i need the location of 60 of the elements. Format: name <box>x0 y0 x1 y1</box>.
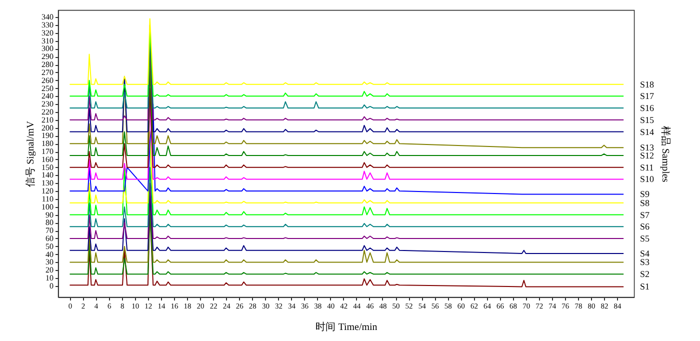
series-label: S6 <box>640 222 650 232</box>
series-label: S1 <box>640 282 650 292</box>
y-tick-label: 0 <box>50 281 54 290</box>
y-tick-label: 200 <box>42 123 54 132</box>
y-tick-label: 290 <box>42 52 54 62</box>
y-tick-label: 30 <box>46 258 54 267</box>
y-tick-label: 150 <box>42 162 54 172</box>
y-tick-label: 10 <box>46 274 54 283</box>
series-label: S5 <box>640 233 650 244</box>
y-tick-label: 40 <box>46 250 54 259</box>
series-label: S15 <box>640 114 655 125</box>
y-tick-label: 300 <box>42 44 54 54</box>
y-tick-label: 80 <box>46 218 54 228</box>
y-tick-label: 140 <box>42 170 54 180</box>
series-label: S13 <box>640 142 655 153</box>
y-tick-label: 20 <box>46 266 54 275</box>
y-tick-label: 60 <box>46 234 54 243</box>
y-tick-label: 330 <box>42 20 54 30</box>
series-label: S8 <box>640 198 650 208</box>
y-tick-label: 170 <box>42 147 54 156</box>
y-tick-label: 180 <box>42 139 54 148</box>
y-tick-label: 260 <box>42 76 54 85</box>
y-tick-label: 270 <box>42 68 54 77</box>
y-tick-label: 310 <box>42 36 54 46</box>
series-label: S17 <box>640 91 655 102</box>
series-label: S14 <box>640 126 655 137</box>
series-label: S2 <box>640 269 650 280</box>
series-label: S4 <box>640 248 650 259</box>
y-tick-label: 50 <box>46 242 54 251</box>
line-series <box>69 18 624 85</box>
series-label: S7 <box>640 210 650 220</box>
y-tick-label: 340 <box>42 12 54 22</box>
series-label: S16 <box>640 103 655 114</box>
y-tick-label: 250 <box>42 84 54 93</box>
y-tick-label: 320 <box>42 28 54 38</box>
y-tick-label: 90 <box>46 210 54 220</box>
series-label: S3 <box>640 257 650 268</box>
x-axis-title: 时间 Time/min <box>316 321 378 333</box>
y-tick-label: 210 <box>42 115 54 124</box>
series-label: S11 <box>640 162 654 172</box>
y-axis-title: 信号 Signal/mV <box>24 120 36 187</box>
series-label: S12 <box>640 150 654 160</box>
y2-axis-title: 样品 Samples <box>660 126 672 182</box>
line-series <box>69 182 624 239</box>
y-tick-label: 130 <box>42 178 54 188</box>
y-tick-label: 190 <box>42 131 54 140</box>
y-tick-label: 110 <box>42 194 54 204</box>
line-series <box>69 166 624 228</box>
y-tick-label: 70 <box>46 226 54 236</box>
series-label: S10 <box>640 174 655 184</box>
y-tick-label: 160 <box>42 154 54 164</box>
series-label: S9 <box>640 189 650 200</box>
series-label: S18 <box>640 79 655 90</box>
y-tick-label: 220 <box>42 107 54 116</box>
y-tick-label: 280 <box>42 60 54 70</box>
y-tick-label: 100 <box>42 202 54 212</box>
y-tick-label: 240 <box>42 92 54 101</box>
y-tick-label: 120 <box>42 186 54 196</box>
y-tick-label: 230 <box>42 100 54 109</box>
line-series <box>69 131 624 204</box>
